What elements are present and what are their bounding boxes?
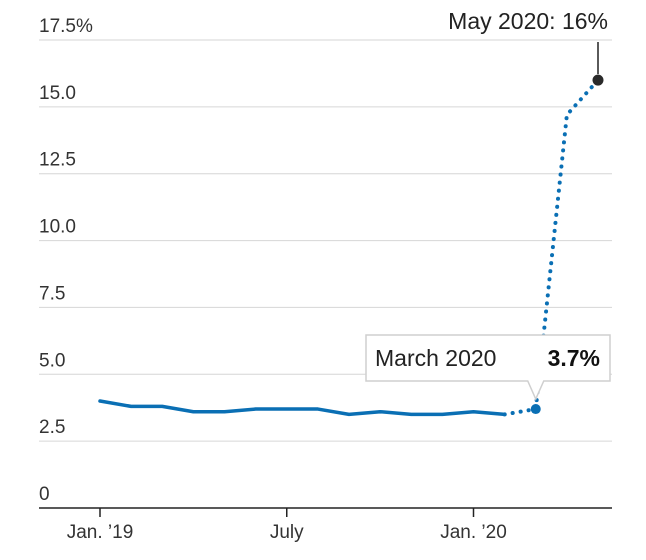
y-tick-label: 12.5 xyxy=(39,150,76,171)
highlight-marker xyxy=(530,404,541,415)
end-label: May 2020: 16% xyxy=(448,8,608,34)
callout-label: March 2020 xyxy=(375,345,496,371)
annotations: March 2020 3.7% May 2020: 16% xyxy=(365,8,611,415)
y-tick-label: 5.0 xyxy=(39,350,65,371)
series-line-projection xyxy=(502,78,600,417)
callout-value: 3.7% xyxy=(548,345,600,371)
x-tick-label: Jan. ’20 xyxy=(440,522,507,543)
y-tick-label: 15.0 xyxy=(39,83,76,104)
y-tick-label: 7.5 xyxy=(39,283,65,304)
x-tick-label: Jan. ’19 xyxy=(67,522,134,543)
x-tick-label: July xyxy=(270,522,304,543)
y-tick-label: 2.5 xyxy=(39,417,65,438)
series-line xyxy=(98,399,507,417)
y-axis-labels: 0 2.5 5.0 7.5 10.0 12.5 15.0 17.5% xyxy=(39,16,93,505)
x-axis: Jan. ’19 July Jan. ’20 xyxy=(39,507,612,543)
y-tick-label: 17.5% xyxy=(39,16,93,37)
end-marker xyxy=(592,74,604,86)
series xyxy=(98,78,600,417)
y-tick-label: 0 xyxy=(39,484,50,505)
grid-lines xyxy=(39,39,612,442)
callout-box xyxy=(365,334,611,401)
y-tick-label: 10.0 xyxy=(39,217,76,238)
